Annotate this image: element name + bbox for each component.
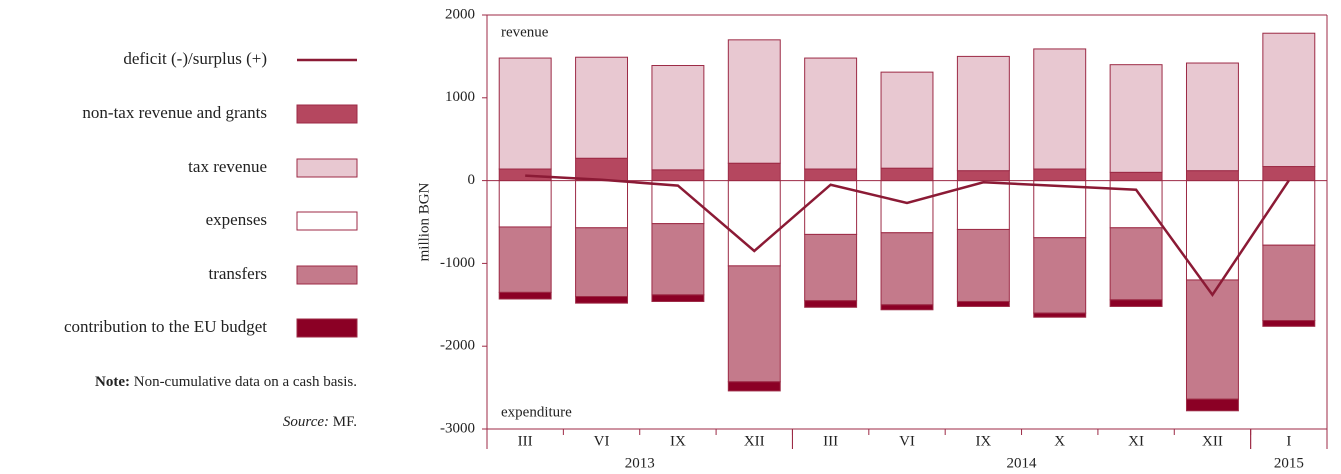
legend-swatch bbox=[296, 211, 358, 231]
legend-label: contribution to the EU budget bbox=[64, 317, 267, 336]
x-tick-label: VI bbox=[594, 433, 610, 449]
legend-swatch bbox=[296, 158, 358, 178]
bar-segment bbox=[498, 226, 552, 293]
source-label: Source: bbox=[283, 414, 329, 430]
bar-segment bbox=[1262, 244, 1316, 322]
bar-segment bbox=[804, 300, 858, 308]
x-tick-label: III bbox=[518, 433, 533, 449]
bar-segment bbox=[575, 157, 629, 182]
bar-segment bbox=[651, 180, 705, 225]
bar-segment bbox=[880, 304, 934, 311]
legend-label: transfers bbox=[208, 264, 267, 283]
bar-segment bbox=[727, 39, 781, 164]
bar-segment bbox=[651, 169, 705, 182]
x-tick-label: III bbox=[823, 433, 838, 449]
bar-segment bbox=[880, 232, 934, 306]
year-label: 2014 bbox=[1007, 455, 1038, 471]
bar-segment bbox=[804, 57, 858, 170]
bar-segment bbox=[880, 71, 934, 169]
legend-swatch bbox=[296, 318, 358, 338]
bar-segment bbox=[880, 167, 934, 182]
source: Source: MF. bbox=[283, 414, 357, 430]
year-label: 2015 bbox=[1274, 455, 1304, 471]
x-tick-label: VI bbox=[899, 433, 915, 449]
bar-segment bbox=[651, 223, 705, 296]
note-text: Non-cumulative data on a cash basis. bbox=[134, 374, 357, 390]
bar-segment bbox=[1262, 166, 1316, 182]
annotation: expenditure bbox=[501, 404, 572, 420]
x-tick-label: I bbox=[1286, 433, 1291, 449]
bar-segment bbox=[575, 227, 629, 298]
bar-segment bbox=[1262, 32, 1316, 168]
bar-segment bbox=[880, 180, 934, 234]
bar-segment bbox=[498, 57, 552, 170]
annotation: revenue bbox=[501, 24, 549, 40]
y-axis-label: million BGN bbox=[416, 182, 432, 261]
x-tick-label: IX bbox=[975, 433, 991, 449]
bar-segment bbox=[575, 180, 629, 229]
bar-segment bbox=[651, 65, 705, 171]
bar-segment bbox=[1033, 48, 1087, 170]
bar-segment bbox=[727, 265, 781, 383]
legend-swatch bbox=[296, 104, 358, 124]
year-label: 2013 bbox=[625, 455, 655, 471]
bar-segment bbox=[1185, 279, 1239, 400]
legend-label: deficit (-)/surplus (+) bbox=[123, 49, 267, 68]
y-tick-label: -2000 bbox=[440, 338, 475, 354]
x-tick-label: XII bbox=[1202, 433, 1223, 449]
x-tick-label: XI bbox=[1128, 433, 1144, 449]
legend-label: non-tax revenue and grants bbox=[82, 103, 267, 122]
x-tick-label: X bbox=[1054, 433, 1065, 449]
x-tick-label: XII bbox=[744, 433, 765, 449]
bar-segment bbox=[956, 55, 1010, 172]
bar-segment bbox=[498, 168, 552, 182]
bar-segment bbox=[1185, 62, 1239, 172]
bar-segment bbox=[1109, 299, 1163, 307]
bar-segment bbox=[575, 296, 629, 304]
y-tick-label: 1000 bbox=[445, 89, 475, 105]
bar-segment bbox=[727, 162, 781, 182]
bar-segment bbox=[1262, 320, 1316, 327]
legend-label: tax revenue bbox=[188, 157, 267, 176]
bar-segment bbox=[956, 300, 1010, 307]
y-tick-label: 2000 bbox=[445, 6, 475, 22]
bar-segment bbox=[1262, 180, 1316, 246]
bar-segment bbox=[1185, 170, 1239, 182]
bar-segment bbox=[804, 168, 858, 182]
bar-segment bbox=[1185, 180, 1239, 281]
bar-segment bbox=[651, 294, 705, 302]
bar-segment bbox=[1033, 180, 1087, 239]
bar-segment bbox=[1109, 64, 1163, 173]
y-tick-label: -1000 bbox=[440, 255, 475, 271]
y-tick-label: -3000 bbox=[440, 420, 475, 436]
bar-segment bbox=[804, 233, 858, 302]
bar-segment bbox=[575, 56, 629, 159]
bar-segment bbox=[1033, 312, 1087, 318]
bar-segment bbox=[1033, 168, 1087, 182]
bar-segment bbox=[727, 180, 781, 267]
bar-segment bbox=[1109, 227, 1163, 301]
source-text: MF. bbox=[333, 414, 357, 430]
note: Note: Non-cumulative data on a cash basi… bbox=[95, 374, 357, 390]
bar-segment bbox=[498, 291, 552, 300]
bar-segment bbox=[1185, 398, 1239, 412]
legend-label: expenses bbox=[206, 210, 267, 229]
bar-segment bbox=[727, 381, 781, 392]
bar-segment bbox=[498, 180, 552, 228]
bar-segment bbox=[956, 170, 1010, 182]
bar-segment bbox=[956, 228, 1010, 302]
deficit-line bbox=[525, 174, 1290, 298]
bar-segment bbox=[1033, 237, 1087, 314]
bar-segment bbox=[1109, 171, 1163, 182]
note-label: Note: bbox=[95, 374, 130, 390]
legend-swatch bbox=[296, 265, 358, 285]
x-tick-label: IX bbox=[670, 433, 686, 449]
y-tick-label: 0 bbox=[468, 172, 476, 188]
